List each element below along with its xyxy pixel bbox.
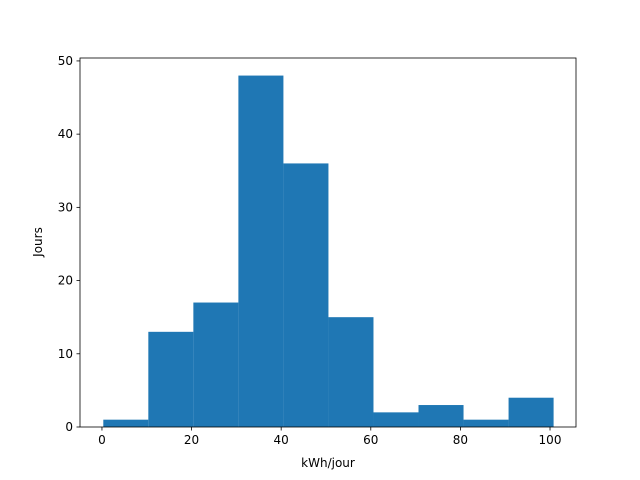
bar — [148, 331, 194, 427]
x-tick-label: 20 — [184, 433, 199, 447]
y-tick-label: 50 — [58, 54, 73, 68]
bar — [328, 317, 374, 427]
x-tick-label: 60 — [363, 433, 378, 447]
bar — [238, 75, 284, 428]
bar — [508, 397, 554, 427]
plot-frame — [79, 57, 577, 428]
x-tick-label: 100 — [539, 433, 562, 447]
bar — [463, 419, 509, 427]
y-tick-label: 30 — [58, 200, 73, 214]
bar — [418, 405, 464, 427]
y-tick-label: 10 — [58, 347, 73, 361]
y-tick-label: 40 — [58, 127, 73, 141]
x-axis-label: kWh/jour — [301, 456, 355, 470]
y-tick-label: 20 — [58, 274, 73, 288]
x-tick-label: 80 — [453, 433, 468, 447]
bar — [103, 419, 149, 427]
x-tick-label: 40 — [274, 433, 289, 447]
bar — [283, 163, 329, 427]
bar — [373, 412, 419, 427]
x-tick-label: 0 — [98, 433, 106, 447]
y-axis-label: Jours — [31, 227, 45, 258]
y-tick-label: 0 — [65, 420, 73, 434]
bar — [193, 302, 239, 427]
